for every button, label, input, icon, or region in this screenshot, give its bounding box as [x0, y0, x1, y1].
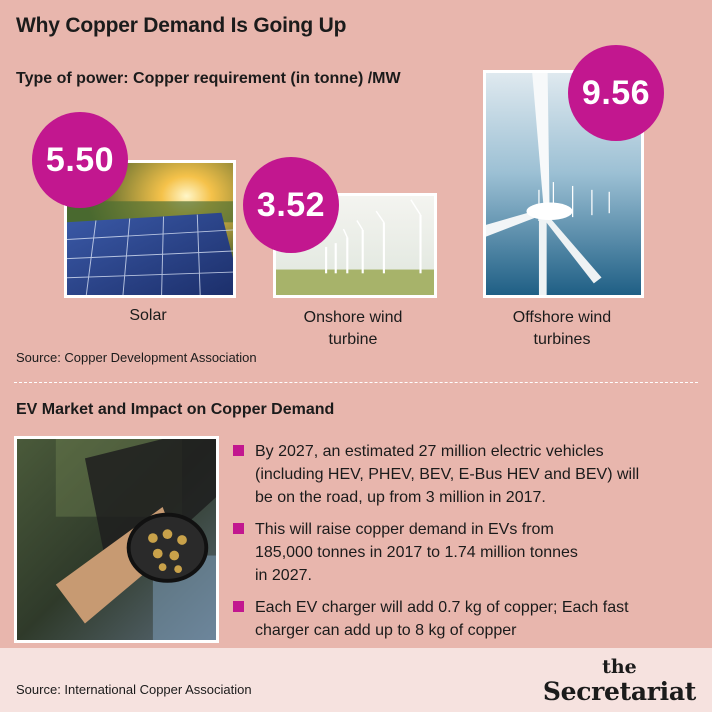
ev-bullet-line: This will raise copper demand in EVs fro… — [255, 521, 554, 538]
ev-bullet-line: By 2027, an estimated 27 million electri… — [255, 443, 604, 460]
ev-bullet-line: in 2027. — [255, 567, 312, 584]
logo-top-text: the — [602, 656, 637, 678]
bullet-square-icon — [233, 445, 244, 456]
ev-bullet-line: charger can add up to 8 kg of copper — [255, 622, 517, 639]
brand-logo: the Secretariat — [542, 656, 696, 706]
solar-label: Solar — [98, 305, 198, 327]
section-divider — [14, 382, 698, 383]
page-title: Why Copper Demand Is Going Up — [16, 14, 347, 37]
onshore-label-line1: Onshore wind — [303, 309, 403, 326]
offshore-label-line1: Offshore wind — [512, 309, 612, 326]
onshore-label: Onshore wind turbine — [278, 307, 428, 351]
solar-value-badge: 5.50 — [32, 112, 128, 208]
footer-source: Source: International Copper Association — [16, 682, 252, 697]
ev-bullet: By 2027, an estimated 27 million electri… — [233, 440, 703, 509]
chart-title: Type of power: Copper requirement (in to… — [16, 70, 401, 87]
offshore-value-badge: 9.56 — [568, 45, 664, 141]
ev-bullet-line: (including HEV, PHEV, BEV, E-Bus HEV and… — [255, 466, 640, 483]
bullet-square-icon — [233, 601, 244, 612]
ev-charger-photo — [14, 436, 219, 643]
ev-bullet-line: Each EV charger will add 0.7 kg of coppe… — [255, 599, 629, 616]
ev-bullet: Each EV charger will add 0.7 kg of coppe… — [233, 596, 703, 642]
bullet-square-icon — [233, 523, 244, 534]
ev-section-title: EV Market and Impact on Copper Demand — [16, 401, 335, 418]
ev-bullet-line: be on the road, up from 3 million in 201… — [255, 489, 546, 506]
logo-bottom-text: Secretariat — [542, 677, 696, 706]
footer: Source: International Copper Association… — [0, 648, 712, 712]
ev-bullet-list: By 2027, an estimated 27 million electri… — [233, 440, 703, 651]
solar-panel-photo — [64, 160, 236, 298]
ev-bullet-line: 185,000 tonnes in 2017 to 1.74 million t… — [255, 544, 578, 561]
onshore-value-badge: 3.52 — [243, 157, 339, 253]
ev-bullet: This will raise copper demand in EVs fro… — [233, 518, 703, 587]
onshore-label-line2: turbine — [328, 331, 378, 348]
chart-source: Source: Copper Development Association — [16, 350, 257, 365]
offshore-label: Offshore wind turbines — [487, 307, 637, 351]
solar-label-line: Solar — [129, 307, 167, 324]
offshore-label-line2: turbines — [533, 331, 591, 348]
